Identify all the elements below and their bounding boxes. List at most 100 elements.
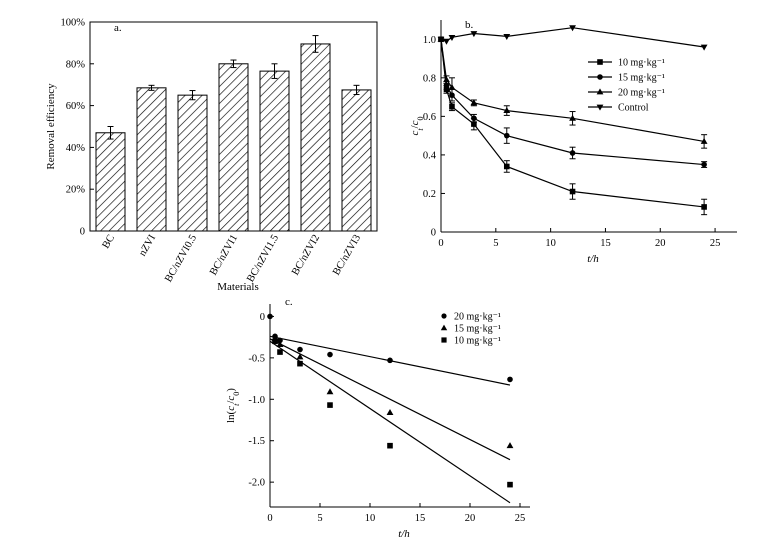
legend-marker	[597, 59, 603, 65]
y-tick-label: 0	[431, 228, 436, 239]
y-tick-label: 0	[80, 227, 85, 238]
y-tick-label: 0	[260, 312, 265, 323]
data-point	[443, 82, 450, 89]
panel-b-line-chart: 0 0.2 0.4 0.6 0.8 1.0 0 5 10 15 20 25 10 mg·kg⁻¹ 15 m…	[409, 19, 737, 265]
fit-line	[269, 340, 511, 504]
data-point	[386, 408, 394, 415]
x-axis-label: t/h	[587, 253, 599, 265]
panel-label: a.	[114, 22, 122, 34]
data-point	[276, 341, 284, 347]
x-tick-label: 20	[655, 238, 666, 249]
legend-marker	[440, 324, 448, 331]
data-point	[506, 442, 514, 449]
bar	[177, 94, 208, 232]
x-tick-label: 10	[365, 513, 376, 524]
x-tick-label: BC/nZVI1	[208, 233, 240, 277]
data-point	[503, 106, 511, 113]
y-tick-label: 0.6	[423, 112, 436, 123]
data-point	[470, 99, 478, 106]
data-point	[326, 388, 334, 395]
panel-a-bar-chart: 0 20% 40% 60% 80% 100% BC nZVI BC/nZVI0.5 BC/nZVI…	[45, 18, 378, 293]
y-tick-label: -1.5	[248, 436, 265, 447]
data-point	[272, 338, 278, 345]
y-tick-label: 60%	[66, 101, 86, 112]
x-tick-label: BC/nZVI2	[290, 233, 322, 277]
x-tick-label: 5	[493, 238, 498, 249]
data-point	[448, 83, 456, 90]
data-point	[503, 132, 510, 139]
data-point	[569, 188, 576, 195]
fit-line	[269, 338, 511, 461]
data-point	[700, 44, 708, 51]
data-point	[569, 150, 576, 156]
legend-label: 15 mg·kg⁻¹	[618, 73, 665, 84]
legend-marker	[441, 337, 447, 343]
x-axis-label: t/h	[398, 528, 410, 540]
y-tick-label: 40%	[66, 143, 86, 154]
data-point	[449, 103, 455, 110]
x-tick-label: nZVI	[137, 233, 158, 259]
y-tick-label: -1.0	[248, 395, 265, 406]
y-tick-label: 1.0	[423, 35, 436, 46]
legend-label: 10 mg·kg⁻¹	[454, 336, 501, 347]
y-tick-label: 100%	[61, 18, 86, 29]
data-point	[700, 137, 708, 144]
y-tick-label: 0.2	[423, 189, 436, 200]
legend-label: 10 mg·kg⁻¹	[618, 58, 665, 69]
legend-label: 20 mg·kg⁻¹	[454, 312, 501, 323]
x-tick-label: BC/nZVI1.5	[245, 233, 281, 284]
data-point	[503, 163, 510, 170]
data-point	[471, 115, 477, 122]
data-point	[507, 481, 513, 488]
data-point	[327, 351, 333, 358]
data-point	[471, 121, 477, 127]
data-point	[701, 161, 707, 168]
bar	[259, 70, 290, 232]
data-point	[387, 357, 393, 364]
y-axis-label: Removal efficiency	[45, 83, 57, 170]
x-tick-label: 0	[267, 513, 272, 524]
y-axis-label: ln(ct/c0)	[225, 388, 241, 423]
x-tick-label: BC/nZVI3	[331, 233, 363, 277]
y-axis-label: ct/c0	[409, 116, 425, 135]
bar	[300, 43, 331, 232]
y-tick-label: -0.5	[248, 353, 265, 364]
x-tick-label: 15	[415, 513, 426, 524]
y-tick-label: 20%	[66, 185, 86, 196]
data-point	[443, 38, 450, 45]
y-tick-label: 0.4	[423, 150, 437, 161]
data-point	[297, 360, 303, 367]
data-point	[437, 36, 445, 43]
data-point	[448, 34, 456, 41]
x-axis-label: Materials	[217, 281, 259, 293]
legend-marker	[596, 104, 604, 111]
x-tick-label: BC/nZVI0.5	[163, 233, 199, 284]
x-tick-label: 25	[515, 513, 526, 524]
x-tick-label: 5	[317, 513, 322, 524]
y-tick-label: 0.8	[423, 73, 436, 84]
x-tick-label: 20	[465, 513, 476, 524]
panel-c-scatter-chart: 0 -0.5 -1.0 -1.5 -2.0 0 5 10 15 20 25 20 mg·kg⁻¹15 …	[225, 296, 530, 540]
data-point	[701, 204, 707, 210]
legend-marker	[597, 74, 603, 80]
panel-label: b.	[465, 19, 474, 31]
data-point	[277, 337, 283, 344]
data-point	[327, 402, 333, 408]
legend-label: 20 mg·kg⁻¹	[618, 88, 665, 99]
bar	[341, 89, 372, 232]
data-point	[296, 353, 304, 360]
legend-marker	[441, 313, 447, 319]
legend-label: 15 mg·kg⁻¹	[454, 324, 501, 335]
bar	[218, 63, 249, 232]
y-tick-label: 80%	[66, 59, 86, 70]
bar	[136, 87, 167, 232]
data-point	[267, 313, 273, 320]
x-tick-label: 25	[710, 238, 721, 249]
data-point	[277, 349, 283, 355]
x-tick-label: BC	[101, 233, 118, 251]
panel-label: c.	[285, 296, 293, 308]
bar	[95, 132, 126, 232]
data-point	[503, 33, 511, 40]
data-point	[569, 25, 576, 32]
